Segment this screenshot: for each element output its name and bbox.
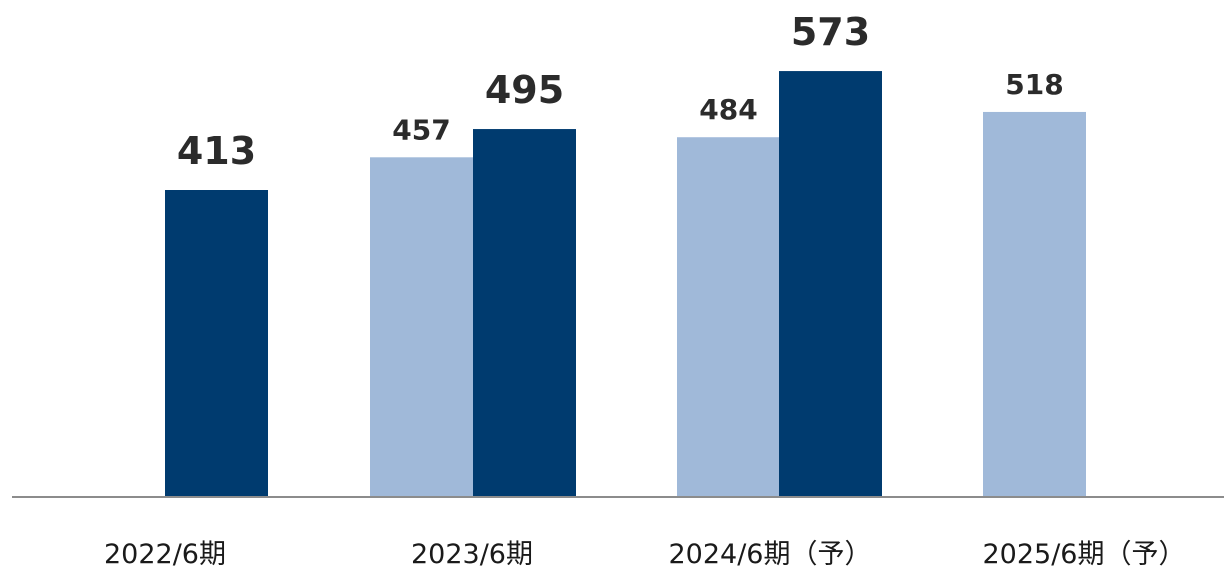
data-label-1-series-0: 457	[392, 113, 450, 146]
category-label-2: 2024/6期（予）	[669, 539, 872, 570]
bar-2-series-1	[779, 71, 882, 498]
bar-1-series-1	[473, 129, 576, 497]
bar-1-series-0	[370, 157, 473, 498]
category-label-1: 2023/6期	[411, 539, 533, 570]
bars-group	[165, 71, 1086, 498]
bar-0-series-1	[165, 190, 268, 497]
data-label-1-series-1: 495	[485, 68, 564, 112]
data-label-2-series-1: 573	[791, 10, 870, 54]
bar-3-series-0	[983, 111, 1086, 497]
category-label-0: 2022/6期	[104, 539, 226, 570]
bar-2-series-0	[677, 137, 780, 497]
data-label-3-series-0: 518	[1005, 68, 1063, 101]
category-labels-group: 2022/6期 2023/6期 2024/6期（予） 2025/6期（予）	[104, 539, 1186, 570]
data-label-2-series-0: 484	[699, 93, 757, 126]
category-label-3: 2025/6期（予）	[983, 539, 1186, 570]
data-label-0-series-1: 413	[177, 129, 256, 173]
data-labels-group: 413 457 495 484 573 518	[177, 10, 1064, 173]
